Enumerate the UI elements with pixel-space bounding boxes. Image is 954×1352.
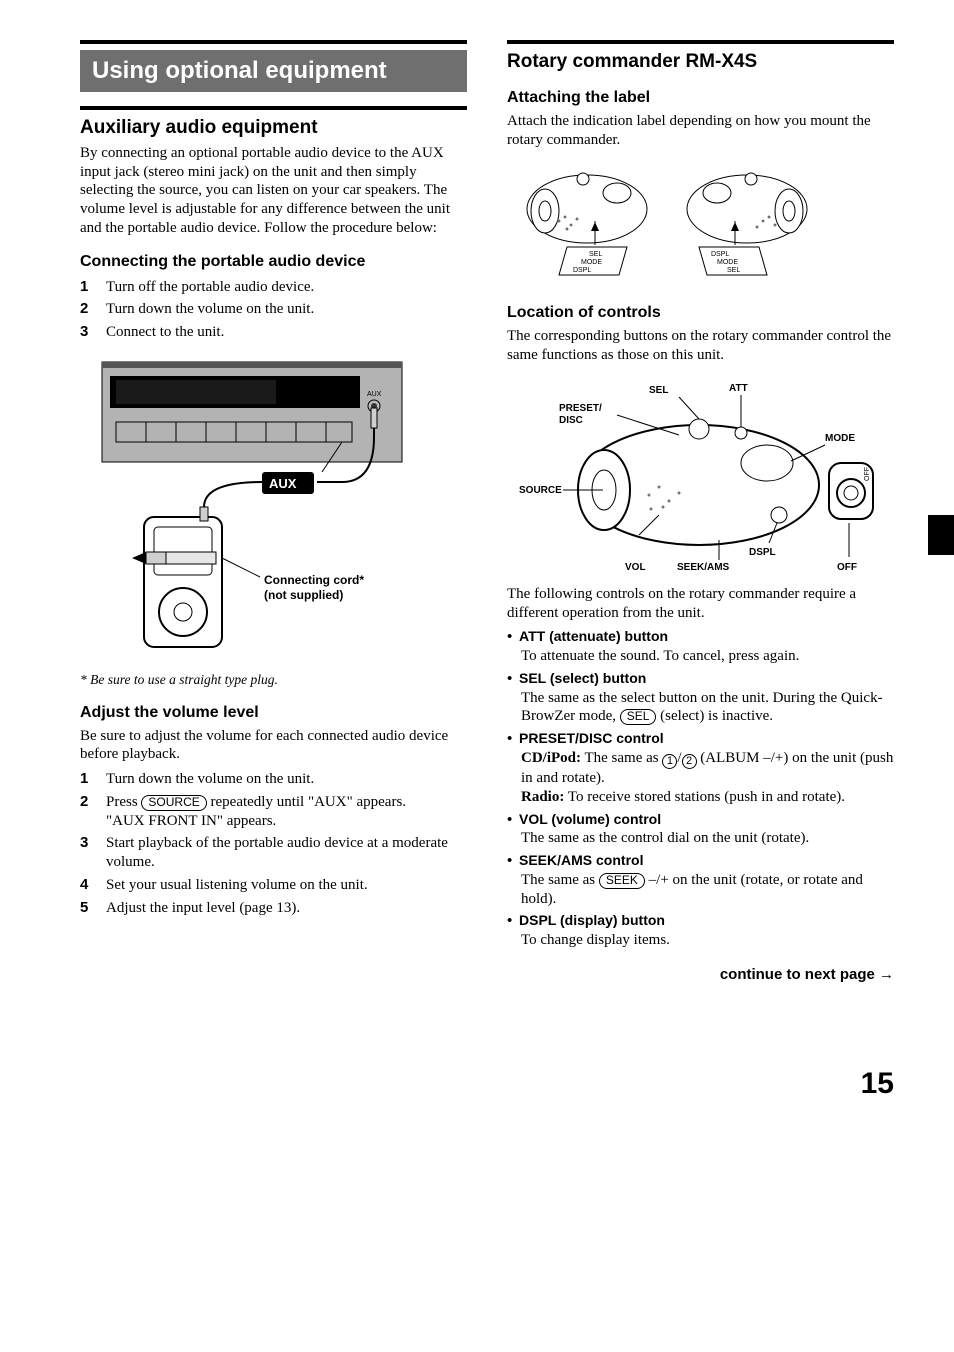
topic-aux-equipment: Auxiliary audio equipment <box>80 116 467 140</box>
list-item: •SEEK/AMS control The same as SEEK –/+ o… <box>507 852 894 908</box>
aux-label: AUX <box>269 476 297 491</box>
svg-text:DSPL: DSPL <box>711 251 729 258</box>
rule <box>80 106 467 110</box>
svg-text:MODE: MODE <box>581 259 602 266</box>
page-number: 15 <box>80 1065 894 1103</box>
label-source: SOURCE <box>519 485 562 496</box>
figure-attach-label: SEL MODE DSPL <box>519 159 894 289</box>
rule <box>507 40 894 44</box>
controls-bullet-list: •ATT (attenuate) button To attenuate the… <box>507 628 894 950</box>
list-item: 5Adjust the input level (page 13). <box>80 899 467 918</box>
topic-rotary-commander: Rotary commander RM-X4S <box>507 50 894 74</box>
label-att: ATT <box>729 383 748 394</box>
label-seek: SEEK/AMS <box>677 562 730 573</box>
list-item: •VOL (volume) control The same as the co… <box>507 811 894 849</box>
circled-2: 2 <box>682 754 697 769</box>
circled-1: 1 <box>662 754 677 769</box>
svg-text:SEL: SEL <box>727 267 740 274</box>
label-off-side: OFF <box>864 467 871 481</box>
adjust-volume-body: Be sure to adjust the volume for each co… <box>80 727 467 765</box>
svg-text:DSPL: DSPL <box>573 267 591 274</box>
figure-aux-connection: AUX AUX <box>92 352 467 662</box>
steps-adjust-volume: 1Turn down the volume on the unit. 2 Pre… <box>80 770 467 917</box>
aux-small-label: AUX <box>367 391 382 398</box>
button-cap-seek: SEEK <box>599 873 645 889</box>
svg-text:PRESET/DISC: PRESET/DISC <box>559 403 602 426</box>
list-item: •DSPL (display) button To change display… <box>507 912 894 950</box>
step2-line2: "AUX FRONT IN" appears. <box>106 813 276 829</box>
page-content: Using optional equipment Auxiliary audio… <box>80 40 894 985</box>
subhead-location-controls: Location of controls <box>507 303 894 323</box>
list-item: 3Start playback of the portable audio de… <box>80 834 467 872</box>
list-item: 1Turn down the volume on the unit. <box>80 770 467 789</box>
svg-text:Connecting cord*: Connecting cord* <box>264 573 364 587</box>
list-item: 4Set your usual listening volume on the … <box>80 876 467 895</box>
footnote-plug: * Be sure to use a straight type plug. <box>80 672 467 689</box>
steps-connecting: 1Turn off the portable audio device. 2Tu… <box>80 278 467 342</box>
subhead-adjust-volume: Adjust the volume level <box>80 703 467 723</box>
after-fig-text: The following controls on the rotary com… <box>507 585 894 623</box>
list-item: •SEL (select) button The same as the sel… <box>507 670 894 726</box>
section-header: Using optional equipment <box>80 50 467 92</box>
cord-label-2: (not supplied) <box>264 588 343 602</box>
subhead-attaching-label: Attaching the label <box>507 88 894 108</box>
step2-post: repeatedly until "AUX" appears. <box>207 794 406 810</box>
list-item: 3Connect to the unit. <box>80 323 467 342</box>
label-sel: SEL <box>649 385 668 396</box>
cord-label-1: Connecting cord <box>264 573 359 587</box>
svg-text:SEL: SEL <box>589 251 602 258</box>
list-item: •PRESET/DISC control CD/iPod: The same a… <box>507 730 894 807</box>
list-item: 2Turn down the volume on the unit. <box>80 300 467 319</box>
subhead-connecting: Connecting the portable audio device <box>80 252 467 272</box>
list-item: •ATT (attenuate) button To attenuate the… <box>507 628 894 666</box>
attaching-label-body: Attach the indication label depending on… <box>507 112 894 150</box>
list-item: 1Turn off the portable audio device. <box>80 278 467 297</box>
label-off: OFF <box>837 562 857 573</box>
figure-rotary-controls: OFF SEL ATT PRESET/DISC <box>519 375 894 575</box>
right-column: Rotary commander RM-X4S Attaching the la… <box>507 40 894 985</box>
page-side-tab <box>928 515 954 555</box>
step2-pre: Press <box>106 794 141 810</box>
rule <box>80 40 467 44</box>
label-dspl: DSPL <box>749 547 776 558</box>
location-controls-body: The corresponding buttons on the rotary … <box>507 327 894 365</box>
label-mode: MODE <box>825 433 855 444</box>
left-column: Using optional equipment Auxiliary audio… <box>80 40 467 985</box>
svg-text:MODE: MODE <box>717 259 738 266</box>
topic-aux-body: By connecting an optional portable audio… <box>80 144 467 238</box>
button-cap-sel: SEL <box>620 709 657 725</box>
button-cap-source: SOURCE <box>141 795 206 811</box>
continue-next-page: continue to next page → <box>507 966 894 985</box>
list-item: 2 Press SOURCE repeatedly until "AUX" ap… <box>80 793 467 831</box>
cord-star: * <box>359 573 364 587</box>
label-vol: VOL <box>625 562 646 573</box>
